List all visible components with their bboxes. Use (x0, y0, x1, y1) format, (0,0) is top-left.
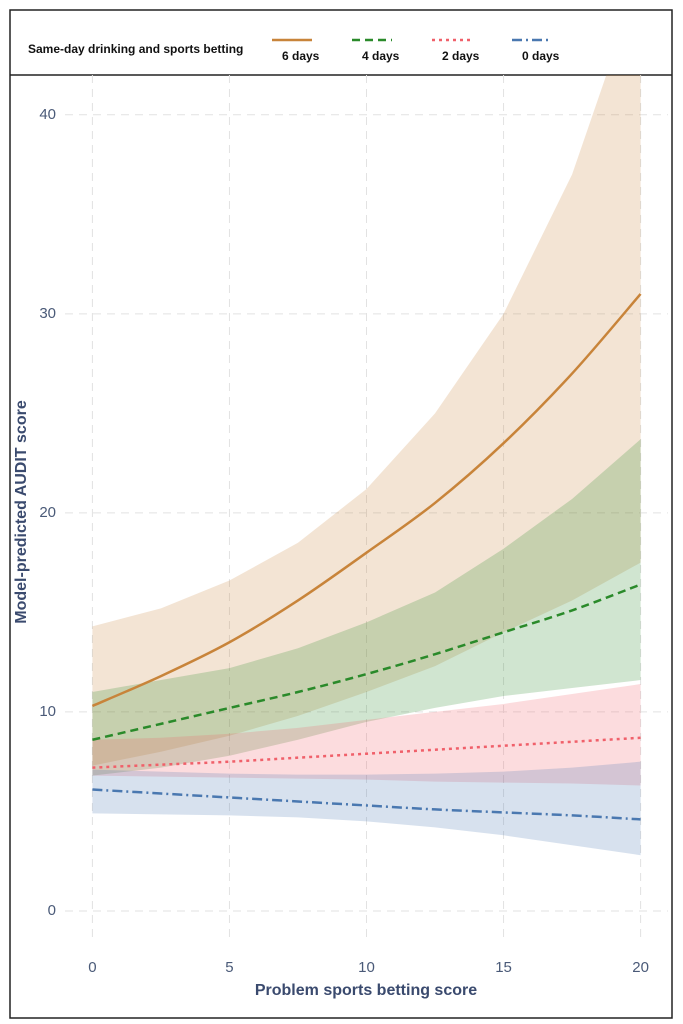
x-tick-label: 20 (632, 959, 649, 976)
legend-label: 0 days (522, 49, 560, 63)
x-tick-label: 0 (88, 959, 96, 976)
x-tick-label: 15 (495, 959, 512, 976)
frame (9, 9, 673, 1019)
legend-title: Same-day drinking and sports betting (28, 42, 243, 56)
plot-area (91, 75, 642, 856)
confidence-band (92, 761, 641, 856)
legend-label: 4 days (362, 49, 400, 63)
confidence-band (92, 75, 641, 766)
confidence-band (92, 684, 641, 786)
confidence-band (92, 439, 641, 776)
legend-label: 6 days (282, 49, 320, 63)
y-tick-label: 20 (39, 504, 56, 521)
y-axis-label: Model-predicted AUDIT score (13, 400, 30, 624)
y-tick-label: 10 (39, 703, 56, 720)
x-axis-label: Problem sports betting score (255, 982, 477, 999)
y-tick-label: 30 (39, 305, 56, 322)
x-tick-label: 10 (358, 959, 375, 976)
series-line (92, 583, 642, 741)
x-tick-label: 5 (225, 959, 233, 976)
y-tick-label: 0 (48, 902, 56, 919)
series-line (91, 293, 642, 708)
y-tick-label: 40 (39, 106, 56, 123)
series-line (92, 788, 641, 821)
legend-label: 2 days (442, 49, 480, 63)
series-line (92, 736, 641, 769)
